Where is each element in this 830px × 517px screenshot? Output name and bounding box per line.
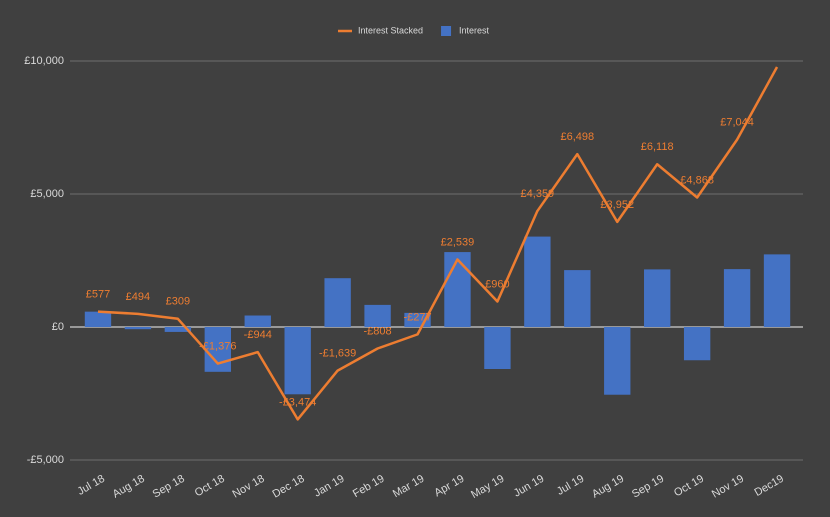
data-label: -£808	[364, 325, 392, 337]
data-label: £3,952	[600, 199, 634, 211]
data-label: £6,118	[641, 141, 674, 153]
bar	[164, 327, 192, 332]
data-label: £494	[126, 291, 150, 303]
bar	[84, 311, 112, 327]
data-label: £960	[485, 278, 509, 290]
bar	[723, 269, 751, 327]
bar	[324, 278, 351, 327]
line	[97, 66, 779, 421]
data-label: £4,868	[680, 174, 714, 186]
data-label: -£1,376	[199, 341, 236, 353]
bar	[444, 252, 471, 327]
bar	[683, 327, 711, 361]
bar	[524, 236, 551, 327]
data-label: -£1,639	[319, 348, 356, 360]
bar	[124, 327, 152, 330]
legend-swatch	[441, 26, 452, 36]
data-label: £4,359	[521, 188, 555, 200]
legend-label: Interest Stacked	[358, 25, 423, 35]
y-tick-label: £0	[52, 321, 64, 333]
y-tick-label: £10,000	[24, 55, 64, 67]
data-label: -£277	[403, 311, 431, 323]
bar	[644, 269, 671, 327]
bar	[484, 327, 511, 370]
data-label: £6,498	[560, 131, 594, 143]
bar	[604, 327, 631, 395]
y-tick-label: £5,000	[30, 188, 64, 200]
data-label: £2,539	[441, 236, 475, 248]
bar	[564, 270, 591, 327]
data-label: £309	[166, 296, 190, 308]
bar	[763, 254, 791, 327]
y-tick-label: -£5,000	[27, 454, 64, 466]
bar	[284, 327, 311, 395]
legend-label: Interest	[459, 25, 490, 35]
bar	[244, 315, 271, 327]
bar	[364, 304, 391, 327]
data-label: £577	[86, 289, 110, 301]
data-label: -£3,474	[279, 396, 316, 408]
data-label: £7,044	[720, 117, 754, 129]
data-label: -£944	[244, 329, 272, 341]
